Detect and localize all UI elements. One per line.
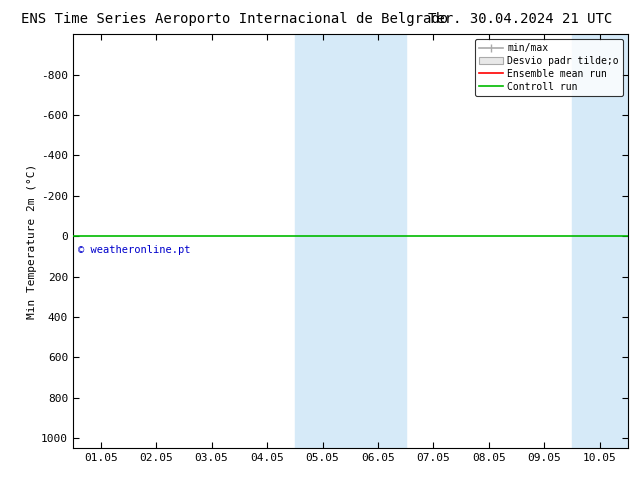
Y-axis label: Min Temperature 2m (°C): Min Temperature 2m (°C) — [27, 164, 37, 319]
Bar — [295, 34, 406, 448]
Text: ENS Time Series Aeroporto Internacional de Belgrado: ENS Time Series Aeroporto Internacional … — [21, 12, 448, 26]
Text: Ter. 30.04.2024 21 UTC: Ter. 30.04.2024 21 UTC — [428, 12, 612, 26]
Legend: min/max, Desvio padr tilde;o, Ensemble mean run, Controll run: min/max, Desvio padr tilde;o, Ensemble m… — [476, 39, 623, 96]
Bar — [573, 34, 628, 448]
Text: © weatheronline.pt: © weatheronline.pt — [79, 245, 191, 255]
